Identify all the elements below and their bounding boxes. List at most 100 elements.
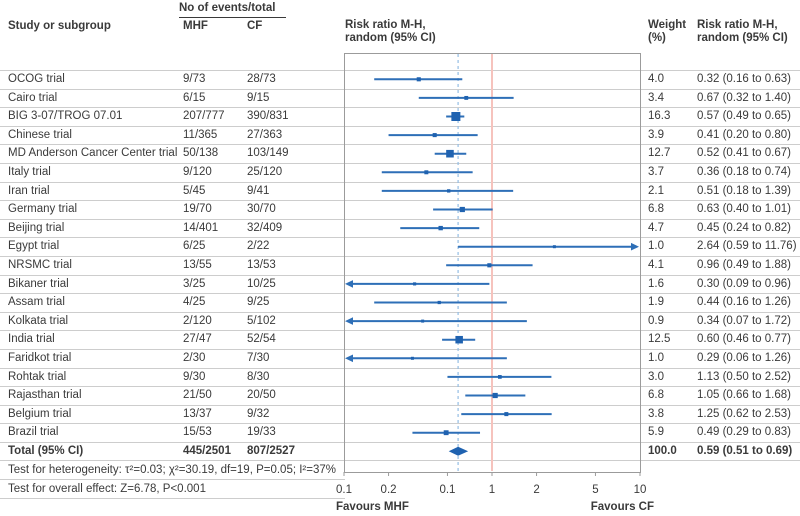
risk-ratio-ci-text: 0.36 (0.18 to 0.74)	[697, 165, 791, 178]
weight-value: 5.9	[648, 426, 664, 439]
table-row: Iran trial 5/45 9/41 2.1 0.51 (0.18 to 1.39)	[0, 183, 800, 202]
risk-ratio-ci-text: 0.45 (0.24 to 0.82)	[697, 221, 791, 234]
cf-column-header: CF	[247, 20, 263, 32]
favours-mhf-label: Favours MHF	[336, 501, 409, 513]
mhf-events: 14/401	[183, 221, 219, 234]
cf-events: 32/409	[247, 221, 283, 234]
mhf-events: 19/70	[183, 203, 212, 216]
cf-events: 9/41	[247, 184, 270, 197]
mhf-events: 6/15	[183, 91, 206, 104]
risk-ratio-ci-text: 0.60 (0.46 to 0.77)	[697, 333, 791, 346]
table-row: Rajasthan trial 21/50 20/50 6.8 1.05 (0.66 t…	[0, 387, 800, 406]
table-row: Kolkata trial 2/120 5/102 0.9 0.34 (0.07 to …	[0, 313, 800, 332]
study-name: India trial	[8, 333, 55, 346]
mhf-events: 3/25	[183, 277, 206, 290]
axis-tick-label: 2	[533, 484, 539, 496]
table-row: NRSMC trial 13/55 13/53 4.1 0.96 (0.49 to 1.…	[0, 257, 800, 276]
study-name: Assam trial	[8, 296, 65, 309]
risk-ratio-ci-text: 0.44 (0.16 to 1.26)	[697, 296, 791, 309]
study-name: Germany trial	[8, 203, 78, 216]
axis-tick-label: 5	[592, 484, 598, 496]
cf-events: 8/30	[247, 370, 270, 383]
cf-events: 20/50	[247, 389, 276, 402]
risk-ratio-ci-text: 0.67 (0.32 to 1.40)	[697, 91, 791, 104]
mhf-events: 50/138	[183, 147, 219, 160]
study-name: Kolkata trial	[8, 314, 69, 327]
risk-ratio-ci-text: 0.51 (0.18 to 1.39)	[697, 184, 791, 197]
footnote-separator	[0, 479, 345, 480]
cf-events: 103/149	[247, 147, 289, 160]
risk-ratio-ci-text: 0.49 (0.29 to 0.83)	[697, 426, 791, 439]
cf-events: 9/32	[247, 407, 270, 420]
weight-value: 3.8	[648, 407, 664, 420]
table-row: Cairo trial 6/15 9/15 3.4 0.67 (0.32 to 1.40…	[0, 90, 800, 109]
risk-ratio-ci-text: 1.05 (0.66 to 1.68)	[697, 389, 791, 402]
weight-value: 3.9	[648, 128, 664, 141]
weight-value: 100.0	[648, 444, 677, 457]
risk-ratio-ci-text: 1.25 (0.62 to 2.53)	[697, 407, 791, 420]
table-row: BIG 3-07/TROG 07.01 207/777 390/831 16.3 0.5…	[0, 108, 800, 127]
cf-events: 7/30	[247, 351, 270, 364]
table-row: Chinese trial 11/365 27/363 3.9 0.41 (0.20 t…	[0, 127, 800, 146]
cf-events: 13/53	[247, 258, 276, 271]
mhf-events: 9/120	[183, 165, 212, 178]
study-name: Beijing trial	[8, 221, 65, 234]
plot-column-header-line2: random (95% CI)	[345, 32, 436, 44]
axis-tick-label: 0.2	[381, 484, 397, 496]
weight-value: 3.0	[648, 370, 664, 383]
study-column-header: Study or subgroup	[8, 20, 111, 32]
axis-tick-label: 0.1	[439, 484, 455, 496]
risk-ratio-ci-text: 0.52 (0.41 to 0.67)	[697, 147, 791, 160]
study-name: BIG 3-07/TROG 07.01	[8, 110, 123, 123]
table-row: Egypt trial 6/25 2/22 1.0 2.64 (0.59 to 11.7…	[0, 238, 800, 257]
table-row: OCOG trial 9/73 28/73 4.0 0.32 (0.16 to 0.63…	[0, 71, 800, 90]
cf-events: 5/102	[247, 314, 276, 327]
risk-ratio-column-header-line1: Risk ratio M-H,	[697, 19, 778, 31]
study-name: OCOG trial	[8, 73, 65, 85]
mhf-events: 9/73	[183, 73, 206, 85]
mhf-events: 445/2501	[183, 444, 231, 457]
mhf-events: 13/55	[183, 258, 212, 271]
weight-value: 2.1	[648, 184, 664, 197]
mhf-events: 13/37	[183, 407, 212, 420]
risk-ratio-ci-text: 0.30 (0.09 to 0.96)	[697, 277, 791, 290]
weight-column-header: Weight (%)	[648, 19, 686, 45]
favours-cf-label: Favours CF	[590, 501, 654, 513]
mhf-column-header: MHF	[183, 20, 208, 32]
weight-value: 16.3	[648, 110, 671, 123]
risk-ratio-ci-text: 0.96 (0.49 to 1.88)	[697, 258, 791, 271]
cf-events: 52/54	[247, 333, 276, 346]
study-table: OCOG trial 9/73 28/73 4.0 0.32 (0.16 to 0.63…	[0, 70, 800, 462]
total-row: Total (95% CI) 445/2501 807/2527 100.0 0.59 …	[0, 443, 800, 462]
events-group-underline	[179, 17, 286, 18]
risk-ratio-column-header-line2: random (95% CI)	[697, 32, 788, 44]
weight-value: 4.1	[648, 258, 664, 271]
risk-ratio-ci-text: 0.34 (0.07 to 1.72)	[697, 314, 791, 327]
study-name: NRSMC trial	[8, 258, 72, 271]
axis-tick-label: 0.1	[336, 484, 352, 496]
study-name: Bikaner trial	[8, 277, 69, 290]
weight-value: 3.7	[648, 165, 664, 178]
weight-column-header-line2: (%)	[648, 32, 666, 44]
table-row: Beijing trial 14/401 32/409 4.7 0.45 (0.24 t…	[0, 220, 800, 239]
plot-column-header-line1: Risk ratio M-H,	[345, 19, 426, 31]
table-row: Brazil trial 15/53 19/33 5.9 0.49 (0.29 to 0…	[0, 424, 800, 443]
study-name: Iran trial	[8, 184, 50, 197]
weight-value: 1.0	[648, 351, 664, 364]
weight-column-header-line1: Weight	[648, 19, 687, 31]
axis-tick-label: 1	[489, 484, 495, 496]
table-row: Rohtak trial 9/30 8/30 3.0 1.13 (0.50 to 2.5…	[0, 369, 800, 388]
study-name: MD Anderson Cancer Center trial	[8, 147, 178, 160]
mhf-events: 5/45	[183, 184, 206, 197]
mhf-events: 9/30	[183, 370, 206, 383]
study-name: Belgium trial	[8, 407, 72, 420]
study-name: Egypt trial	[8, 240, 60, 253]
weight-value: 4.7	[648, 221, 664, 234]
study-name: Cairo trial	[8, 91, 58, 104]
mhf-events: 21/50	[183, 389, 212, 402]
risk-ratio-ci-text: 2.64 (0.59 to 11.76)	[697, 240, 797, 253]
weight-value: 12.5	[648, 333, 671, 346]
cf-events: 9/25	[247, 296, 270, 309]
overall-effect-test-note: Test for overall effect: Z=6.78, P<0.001	[8, 483, 206, 495]
cf-events: 27/363	[247, 128, 283, 141]
